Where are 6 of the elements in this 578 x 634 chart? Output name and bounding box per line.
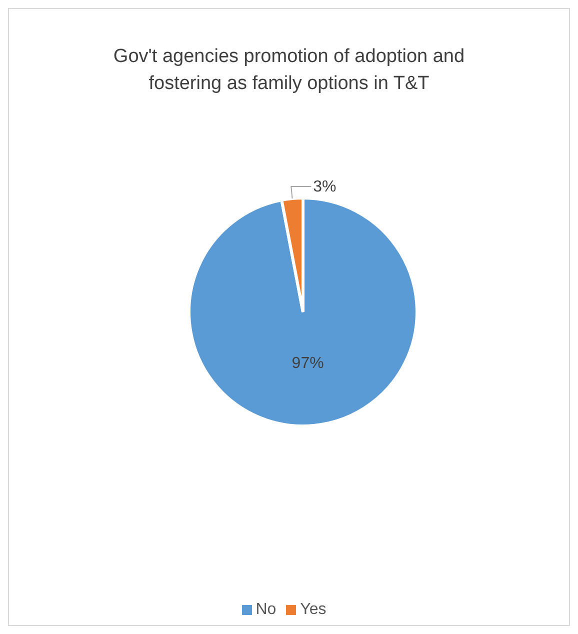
chart-title: Gov't agencies promotion of adoption and fostering as family options in T&T [112,45,466,96]
pie-slice [188,196,418,428]
legend-label: No [256,601,276,618]
legend-label: Yes [300,601,326,618]
data-label: 3% [313,178,336,196]
data-label: 97% [292,355,324,372]
